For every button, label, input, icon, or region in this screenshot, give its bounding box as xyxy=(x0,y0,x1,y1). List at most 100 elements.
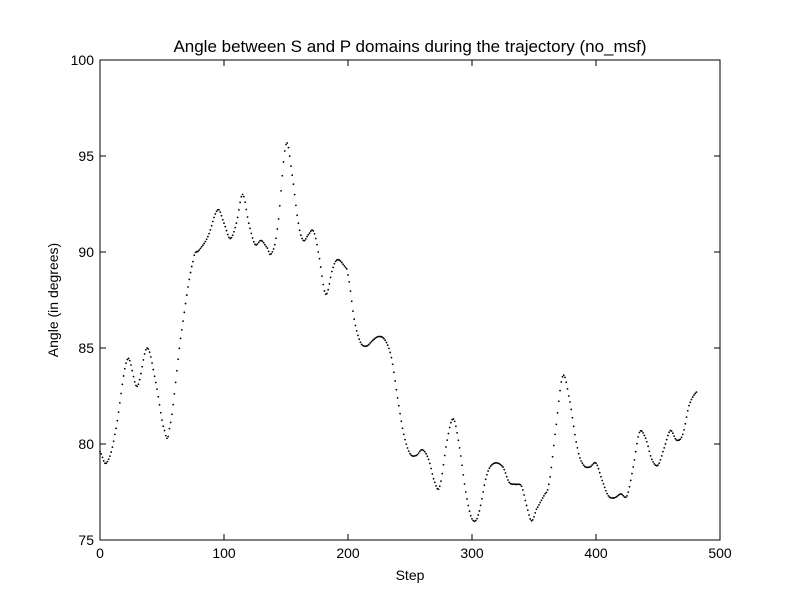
data-point xyxy=(614,496,617,499)
data-point xyxy=(543,494,545,497)
data-point xyxy=(133,380,136,383)
data-point xyxy=(245,208,248,211)
data-point xyxy=(344,266,347,269)
data-point xyxy=(131,369,134,372)
data-point xyxy=(483,484,486,487)
data-point xyxy=(256,243,259,245)
data-point xyxy=(479,504,482,507)
data-point xyxy=(257,241,260,244)
data-point xyxy=(598,471,601,474)
data-point xyxy=(271,250,274,253)
data-point xyxy=(235,222,238,225)
data-point xyxy=(355,329,358,332)
data-point xyxy=(580,460,583,462)
data-point xyxy=(221,218,224,221)
data-point xyxy=(490,463,493,466)
data-point xyxy=(606,492,609,495)
data-point xyxy=(670,430,673,432)
data-point xyxy=(407,450,410,453)
data-point xyxy=(275,237,277,240)
chart-title: Angle between S and P domains during the… xyxy=(173,37,646,56)
data-point xyxy=(476,517,478,520)
data-point xyxy=(303,239,306,242)
data-point xyxy=(340,261,343,264)
data-point xyxy=(432,477,435,480)
data-point xyxy=(507,479,509,481)
data-point xyxy=(241,193,244,196)
data-point xyxy=(634,450,637,453)
data-point xyxy=(466,498,468,500)
data-point xyxy=(149,356,152,358)
data-point xyxy=(202,244,204,247)
data-point xyxy=(299,234,302,237)
data-point xyxy=(643,434,646,437)
x-tick-label: 300 xyxy=(460,545,484,561)
data-point xyxy=(301,237,304,240)
data-point xyxy=(437,488,440,491)
y-tick-label: 100 xyxy=(71,52,95,68)
data-point xyxy=(206,235,209,238)
data-point xyxy=(454,425,457,428)
data-point xyxy=(595,462,597,465)
data-point xyxy=(624,496,627,499)
data-point xyxy=(308,232,311,234)
data-point xyxy=(554,433,556,436)
data-point xyxy=(184,302,187,305)
data-point xyxy=(312,229,315,232)
data-point xyxy=(633,458,636,461)
data-point xyxy=(278,204,281,207)
data-point xyxy=(226,233,229,236)
data-point xyxy=(422,449,425,452)
data-point xyxy=(544,492,547,495)
data-point xyxy=(519,483,522,486)
x-tick-label: 400 xyxy=(584,545,608,561)
data-point xyxy=(392,371,395,374)
data-point xyxy=(650,458,653,461)
data-point xyxy=(136,385,139,388)
x-tick-label: 200 xyxy=(336,545,360,561)
data-point xyxy=(685,416,688,419)
data-point xyxy=(213,216,215,219)
data-point xyxy=(182,320,184,323)
data-point xyxy=(679,438,682,440)
data-point xyxy=(555,423,558,426)
data-point xyxy=(417,452,420,454)
data-point xyxy=(266,247,269,250)
data-point xyxy=(152,368,155,371)
data-point xyxy=(686,409,689,412)
data-point xyxy=(566,387,569,390)
data-point xyxy=(225,229,228,232)
data-point xyxy=(645,440,648,443)
data-point xyxy=(384,339,387,342)
data-point xyxy=(458,446,461,449)
data-point xyxy=(163,429,166,432)
data-point xyxy=(189,271,192,274)
data-point xyxy=(546,488,549,491)
data-point xyxy=(265,245,268,248)
data-point xyxy=(529,518,532,520)
data-point xyxy=(151,362,153,364)
data-point xyxy=(316,243,318,246)
data-point xyxy=(146,347,149,349)
data-point xyxy=(427,458,430,461)
data-point xyxy=(442,463,445,466)
data-point xyxy=(667,434,669,437)
data-point xyxy=(665,438,668,441)
data-point xyxy=(446,439,449,442)
data-series xyxy=(99,142,698,523)
data-point xyxy=(629,479,632,482)
data-point xyxy=(482,491,485,493)
y-tick-label: 85 xyxy=(78,340,94,356)
data-point xyxy=(484,478,487,481)
data-point xyxy=(144,348,147,351)
data-point xyxy=(660,454,663,457)
data-point xyxy=(688,404,690,407)
data-point xyxy=(395,388,398,391)
data-point xyxy=(671,432,674,435)
data-point xyxy=(135,384,137,387)
data-point xyxy=(371,339,374,342)
data-point xyxy=(447,432,450,435)
data-point xyxy=(456,431,459,434)
data-point xyxy=(309,230,312,233)
data-point xyxy=(369,342,372,344)
